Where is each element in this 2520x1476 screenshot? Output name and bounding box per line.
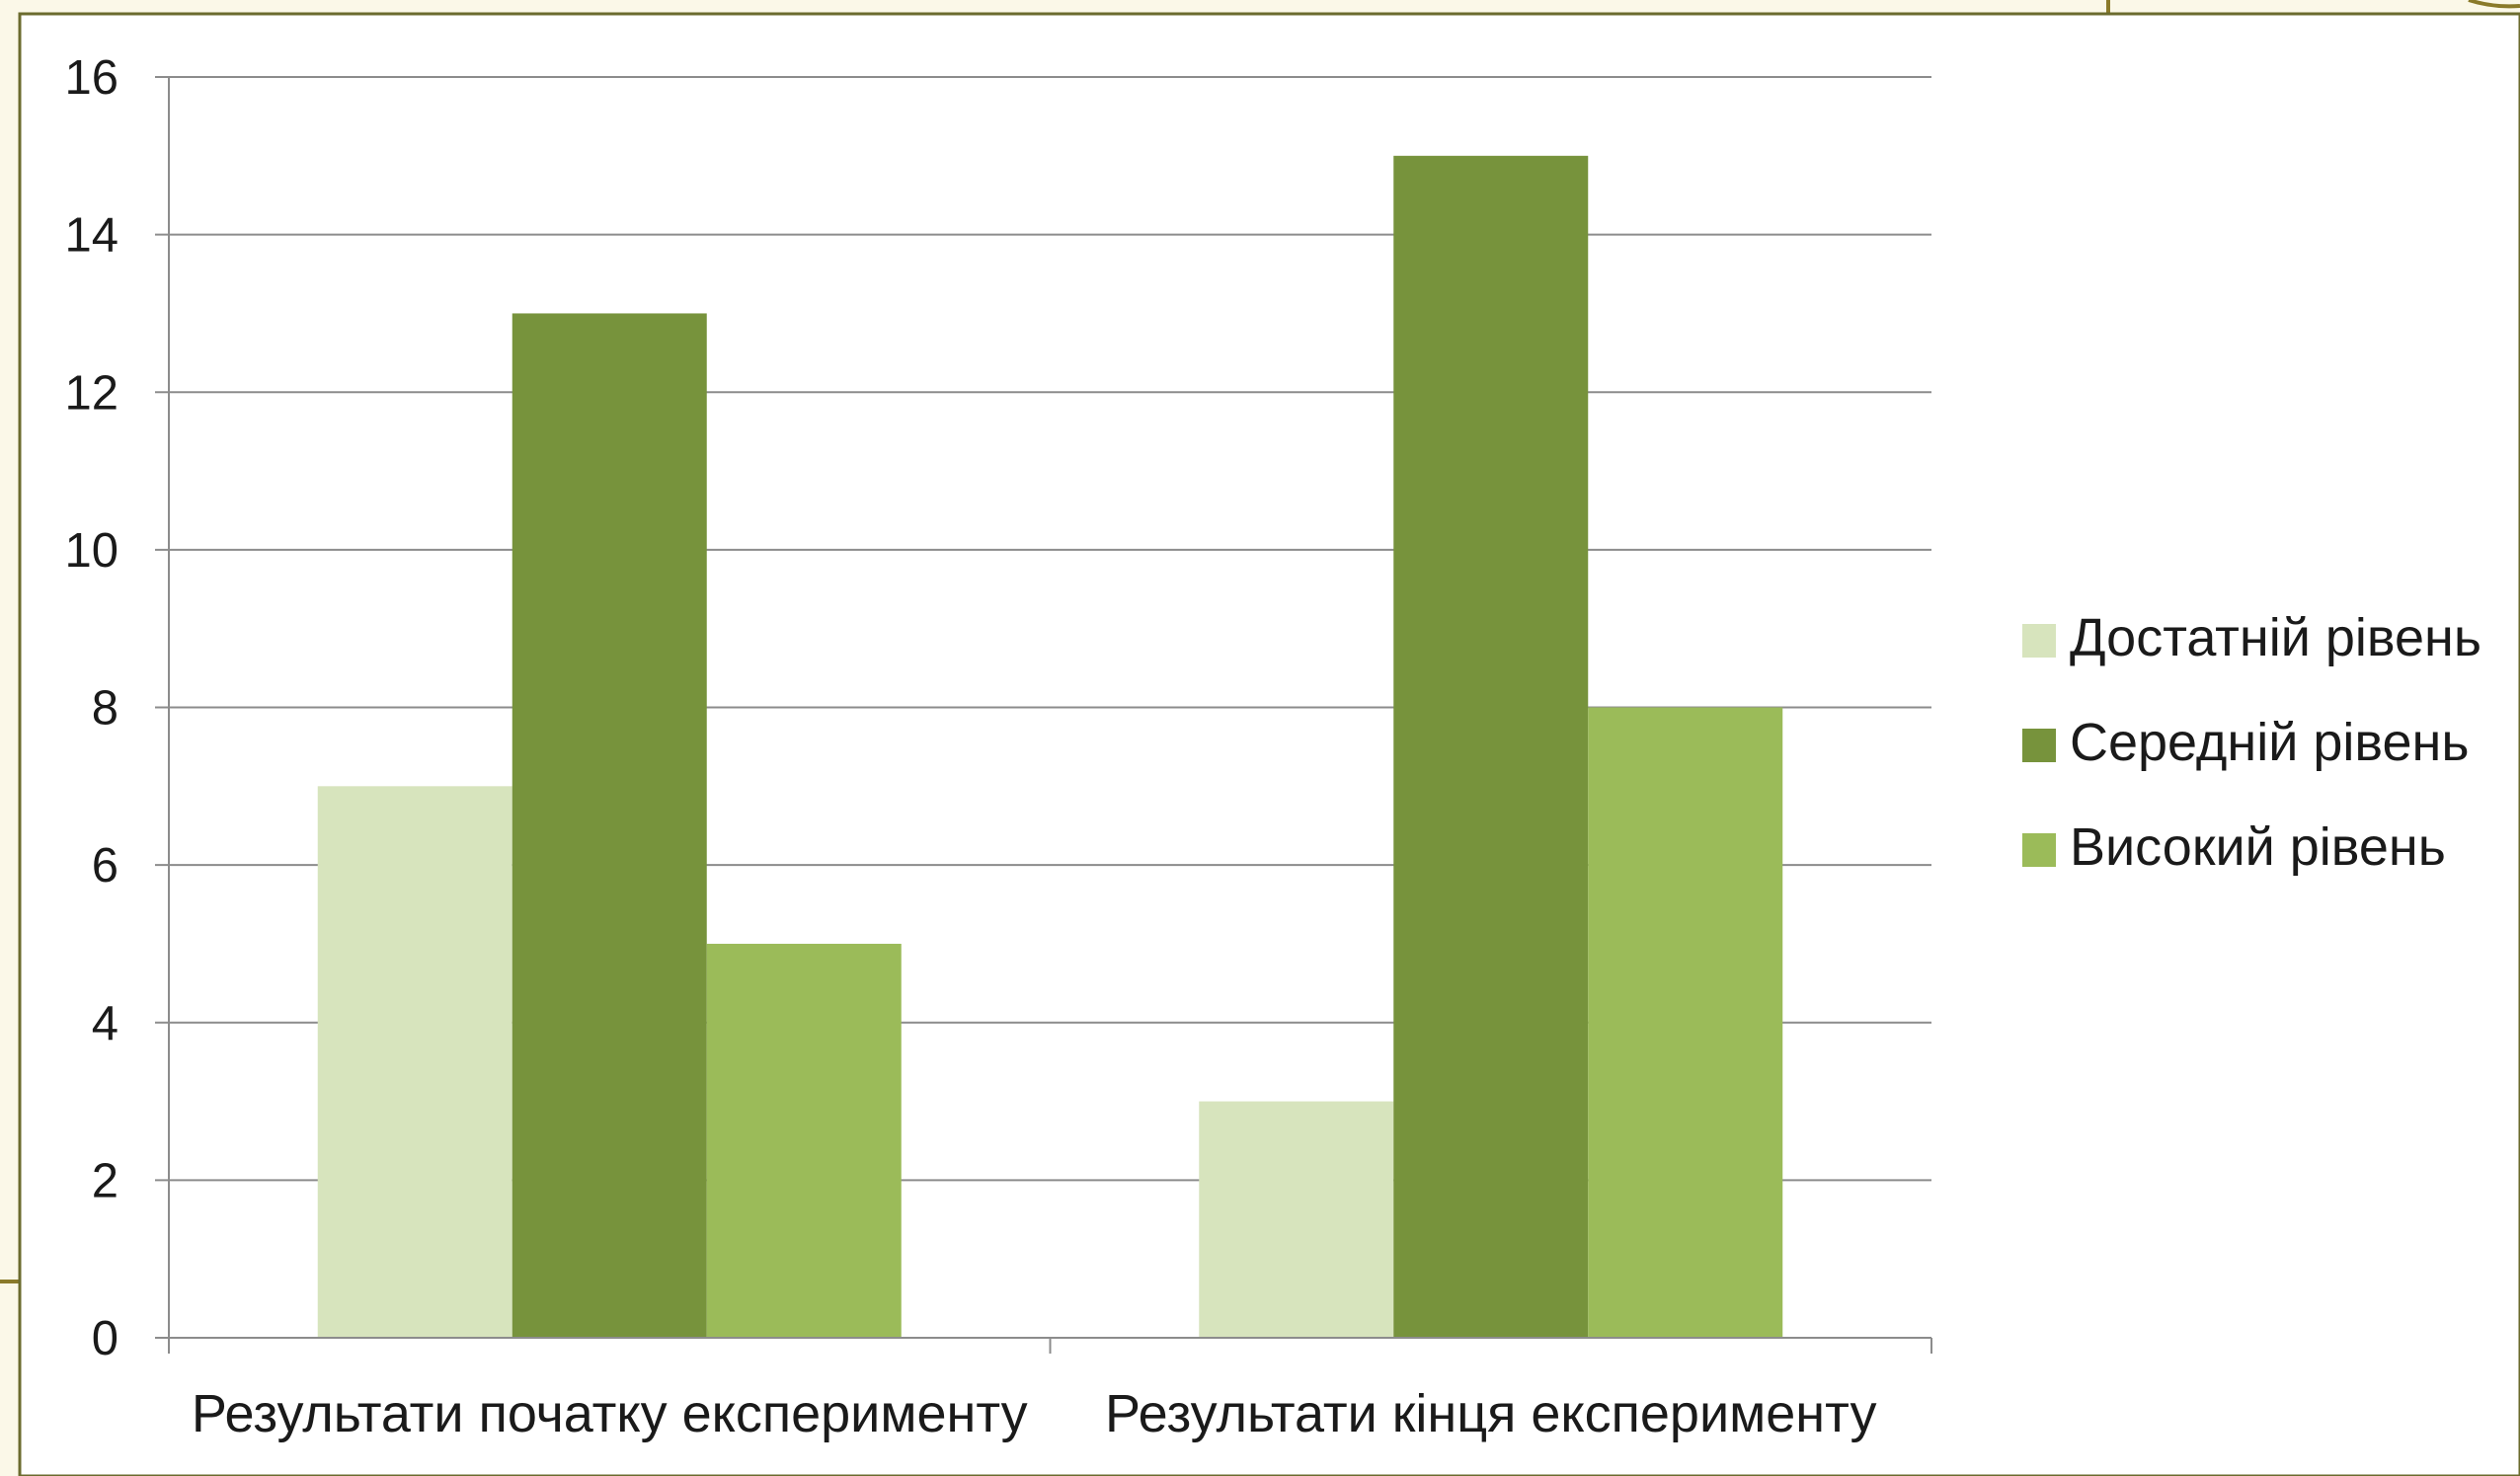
y-tick-label: 0 <box>92 1312 118 1365</box>
y-tick-label: 2 <box>92 1154 118 1207</box>
bar-2-3 <box>1588 707 1783 1338</box>
legend-label: Високий рівень <box>2070 817 2446 877</box>
x-category-label: Результати кінця експерименту <box>1105 1384 1876 1443</box>
legend: Достатній рівень Середній рівень Високий р… <box>2022 608 2481 877</box>
y-tick-label: 10 <box>64 524 118 578</box>
bars <box>317 155 1783 1338</box>
bar-1-3 <box>706 943 902 1338</box>
y-tick-label: 14 <box>64 209 118 263</box>
legend-swatch <box>2022 833 2056 867</box>
legend-label: Достатній рівень <box>2070 608 2481 667</box>
bar-2-1 <box>1199 1101 1394 1338</box>
y-tick-label: 6 <box>92 839 118 893</box>
y-tick-label: 12 <box>64 366 118 420</box>
bar-1-2 <box>512 313 707 1338</box>
bar-2-2 <box>1393 155 1589 1338</box>
x-category-label: Результати початку експерименту <box>192 1384 1028 1443</box>
y-tick-label: 4 <box>92 997 118 1050</box>
axes: 0 2 4 6 8 10 12 14 16 Результати початку експерим… <box>64 51 1932 1443</box>
y-tick-label: 8 <box>92 682 118 736</box>
frame-corner-curl <box>2468 0 2520 9</box>
bar-1-1 <box>317 786 512 1338</box>
legend-swatch <box>2022 624 2056 658</box>
y-tick-label: 16 <box>64 51 118 105</box>
legend-label: Середній рівень <box>2070 713 2470 772</box>
legend-swatch <box>2022 729 2056 762</box>
